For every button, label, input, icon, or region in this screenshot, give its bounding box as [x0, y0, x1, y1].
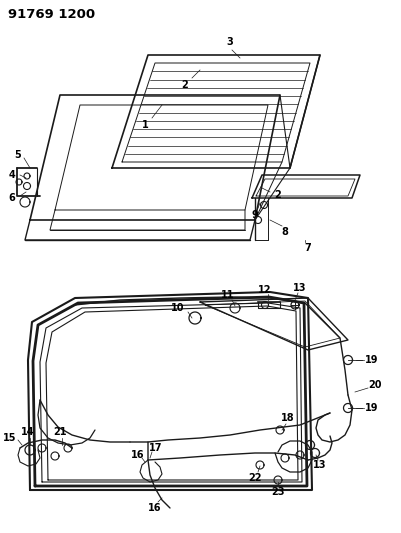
Text: 9: 9	[251, 210, 258, 220]
Text: 14: 14	[21, 427, 35, 437]
Text: 4: 4	[9, 170, 15, 180]
Text: 2: 2	[275, 190, 282, 200]
Text: 21: 21	[53, 427, 67, 437]
Text: 16: 16	[131, 450, 145, 460]
Text: 91769 1200: 91769 1200	[8, 8, 95, 21]
Text: 10: 10	[171, 303, 185, 313]
Text: 5: 5	[14, 150, 21, 160]
Text: 16: 16	[148, 503, 162, 513]
Text: 1: 1	[142, 120, 148, 130]
Text: 15: 15	[3, 433, 17, 443]
Text: 12: 12	[258, 285, 272, 295]
Text: 23: 23	[271, 487, 285, 497]
Text: 13: 13	[313, 460, 327, 470]
Text: 22: 22	[248, 473, 262, 483]
Text: 2: 2	[182, 80, 188, 90]
Text: 19: 19	[365, 355, 379, 365]
Text: 6: 6	[9, 193, 15, 203]
Text: 18: 18	[281, 413, 295, 423]
Text: 19: 19	[365, 403, 379, 413]
Text: 3: 3	[227, 37, 233, 47]
Text: 17: 17	[149, 443, 163, 453]
Text: 11: 11	[221, 290, 235, 300]
Text: 13: 13	[293, 283, 307, 293]
Text: 7: 7	[305, 243, 311, 253]
Text: 20: 20	[368, 380, 382, 390]
Text: 8: 8	[282, 227, 288, 237]
